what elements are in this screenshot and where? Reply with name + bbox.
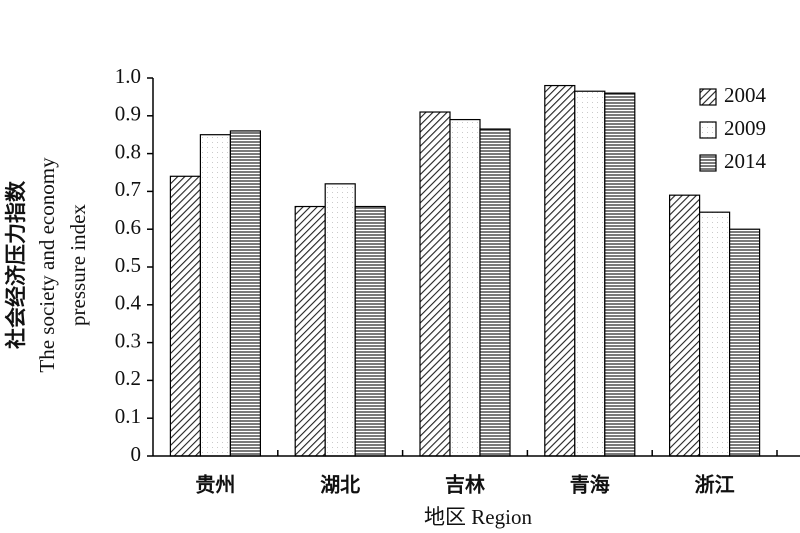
y-axis-label: pressure index bbox=[66, 204, 90, 326]
legend-swatch bbox=[699, 154, 717, 172]
bar bbox=[698, 211, 731, 457]
x-axis-label: 地区 Region bbox=[424, 505, 532, 529]
bar bbox=[574, 90, 606, 457]
y-tick-label: 0 bbox=[131, 442, 142, 466]
bar bbox=[604, 92, 636, 457]
y-axis-label: The society and economy bbox=[35, 157, 59, 373]
y-axis-label: 社会经济压力指数 bbox=[4, 180, 28, 350]
legend-swatch bbox=[699, 88, 717, 106]
bar bbox=[294, 205, 326, 457]
y-tick-label: 0.1 bbox=[115, 404, 141, 428]
bar bbox=[419, 111, 451, 457]
y-tick-label: 1.0 bbox=[115, 64, 141, 88]
x-tick-label: 浙江 bbox=[695, 473, 735, 497]
bar bbox=[199, 134, 231, 457]
y-tick-label: 0.6 bbox=[115, 215, 141, 239]
bar bbox=[169, 175, 201, 457]
bar bbox=[354, 205, 386, 457]
legend-label: 2004 bbox=[724, 83, 767, 107]
x-tick-label: 青海 bbox=[570, 473, 610, 497]
y-tick-label: 0.9 bbox=[115, 102, 141, 126]
bar bbox=[668, 194, 701, 457]
legend-label: 2014 bbox=[724, 149, 767, 173]
y-tick-label: 0.8 bbox=[115, 139, 141, 163]
y-tick-label: 0.5 bbox=[115, 253, 141, 277]
bar bbox=[449, 118, 481, 457]
y-tick-label: 0.3 bbox=[115, 328, 141, 352]
x-tick-label: 湖北 bbox=[320, 473, 360, 497]
legend-label: 2009 bbox=[724, 116, 766, 140]
y-tick-label: 0.7 bbox=[115, 177, 141, 201]
legend-swatch bbox=[699, 121, 717, 139]
y-tick-label: 0.2 bbox=[115, 366, 141, 390]
bar bbox=[324, 183, 356, 457]
bar bbox=[229, 130, 261, 457]
x-tick-label: 贵州 bbox=[195, 473, 235, 497]
x-tick-label: 吉林 bbox=[445, 473, 485, 497]
y-tick-label: 0.4 bbox=[115, 291, 142, 315]
bar bbox=[728, 228, 761, 457]
bar bbox=[544, 84, 576, 457]
bar bbox=[479, 128, 511, 457]
